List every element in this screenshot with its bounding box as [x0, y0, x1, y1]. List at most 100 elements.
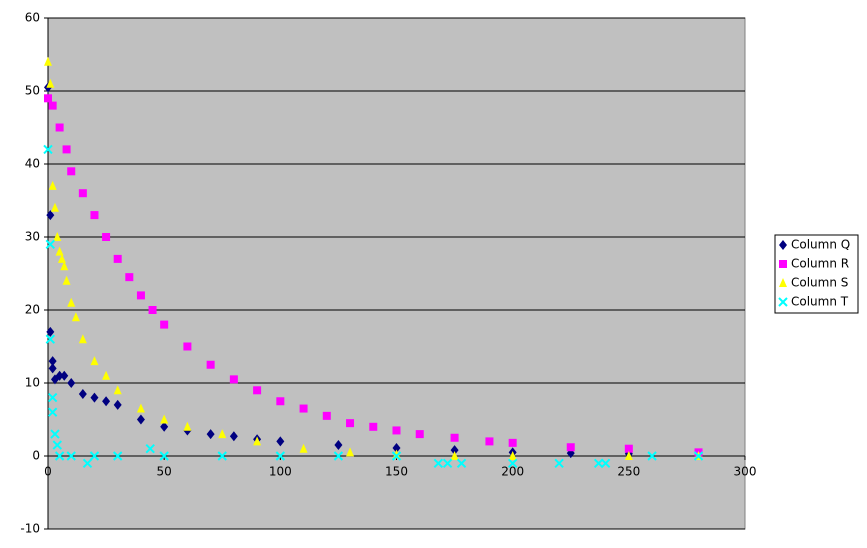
marker	[62, 145, 71, 154]
x-tick-label: 100	[269, 465, 292, 479]
marker	[53, 232, 62, 241]
x-tick-label: 250	[617, 465, 640, 479]
marker	[50, 429, 60, 439]
legend-label: Column R	[791, 257, 849, 271]
marker	[276, 397, 285, 406]
marker	[456, 458, 467, 469]
marker	[183, 342, 192, 351]
marker	[125, 273, 134, 282]
marker	[67, 378, 76, 388]
marker	[206, 429, 215, 440]
marker	[369, 422, 378, 431]
marker	[554, 458, 564, 469]
marker	[90, 392, 99, 403]
marker	[442, 458, 453, 469]
marker	[54, 451, 65, 461]
marker	[333, 451, 344, 461]
marker	[450, 445, 459, 456]
marker	[47, 392, 58, 403]
marker	[299, 404, 308, 413]
marker	[78, 334, 87, 344]
marker	[45, 239, 56, 250]
marker	[112, 451, 123, 461]
marker	[450, 451, 459, 460]
legend-label: Column Q	[791, 238, 850, 252]
y-tick-label: 0	[32, 449, 40, 463]
marker	[229, 431, 238, 442]
marker	[62, 275, 71, 285]
marker	[57, 253, 66, 263]
marker	[148, 306, 157, 314]
marker	[67, 297, 76, 307]
marker	[159, 451, 169, 461]
y-tick-label: 30	[25, 230, 40, 244]
marker	[46, 210, 55, 221]
marker	[136, 291, 145, 300]
legend-marker	[779, 260, 787, 268]
x-tick-label: 200	[501, 465, 524, 479]
marker	[322, 411, 331, 420]
marker	[45, 334, 56, 344]
marker	[160, 320, 169, 329]
marker	[229, 375, 238, 384]
marker	[55, 123, 64, 132]
marker	[433, 458, 444, 469]
marker	[48, 363, 57, 374]
marker	[392, 449, 401, 459]
marker	[50, 202, 59, 212]
x-tick-label: 300	[734, 465, 757, 479]
y-tick-label: -10	[20, 522, 40, 536]
marker	[485, 437, 494, 446]
marker	[217, 451, 227, 461]
marker	[48, 180, 57, 190]
marker	[392, 426, 401, 435]
marker	[60, 370, 69, 381]
legend-box	[774, 234, 859, 314]
marker	[346, 419, 355, 428]
y-tick-label: 60	[25, 11, 40, 25]
legend-marker	[778, 297, 788, 307]
marker	[46, 326, 55, 337]
marker	[66, 451, 76, 461]
legend-label: Column S	[791, 276, 848, 290]
y-tick-label: 20	[25, 303, 40, 317]
y-tick-label: 40	[25, 157, 40, 171]
marker	[450, 433, 459, 442]
marker	[275, 451, 286, 461]
y-tick-label: 10	[25, 376, 40, 390]
marker	[334, 440, 343, 451]
marker	[415, 430, 424, 439]
legend-marker	[779, 278, 787, 287]
marker	[507, 458, 518, 469]
x-tick-label: 150	[385, 465, 408, 479]
marker	[102, 233, 111, 241]
marker	[600, 458, 611, 469]
marker	[44, 94, 52, 103]
marker	[46, 78, 55, 88]
marker	[206, 360, 215, 369]
marker	[624, 451, 633, 460]
marker	[218, 429, 227, 439]
marker	[90, 356, 99, 366]
marker	[391, 451, 402, 461]
marker	[47, 407, 58, 417]
marker	[43, 144, 53, 155]
marker	[299, 443, 308, 453]
marker	[55, 370, 64, 381]
marker	[60, 261, 69, 271]
marker	[276, 436, 285, 447]
marker	[48, 101, 57, 110]
marker	[508, 451, 517, 460]
marker	[593, 458, 604, 469]
marker	[392, 442, 401, 453]
marker	[113, 385, 122, 395]
marker	[566, 443, 575, 452]
marker	[136, 403, 145, 413]
marker	[102, 370, 111, 380]
marker	[71, 312, 80, 322]
marker	[647, 451, 657, 461]
marker	[78, 388, 87, 399]
marker	[82, 458, 93, 469]
marker	[102, 396, 111, 407]
